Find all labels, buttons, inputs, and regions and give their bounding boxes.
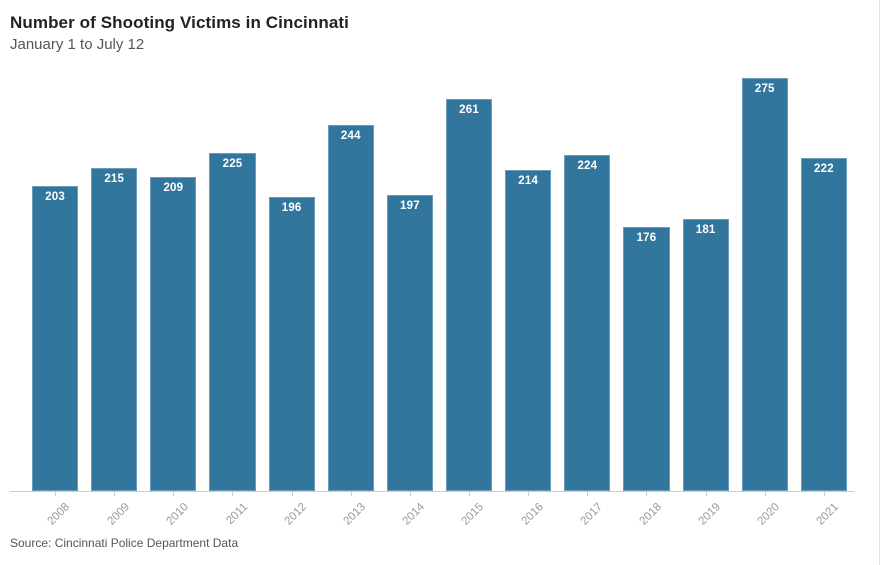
tick-mark (114, 492, 116, 496)
bar-cell-2014: 197 (386, 78, 433, 491)
tick-cell-2019: 2019 (683, 492, 729, 538)
x-tick-label: 2014 (400, 501, 428, 528)
bar-cell-2015: 261 (445, 78, 493, 491)
bar-value-label: 225 (222, 158, 243, 171)
x-tick-label: 2008 (45, 501, 73, 528)
x-tick-label: 2009 (105, 501, 132, 528)
bar-cell-2008: 203 (32, 78, 79, 491)
bar-value-label: 209 (163, 182, 184, 195)
tick-mark (232, 492, 234, 496)
x-tick-label: 2015 (459, 501, 487, 528)
chart-title: Number of Shooting Victims in Cincinnati (10, 13, 349, 32)
x-tick-label: 2013 (341, 501, 369, 528)
tick-mark (55, 492, 57, 496)
bar-2013: 244 (327, 124, 374, 491)
chart-subtitle: January 1 to July 12 (10, 36, 145, 53)
bar-chart-plot-area: 203 215 209 225 196 244 197 261 214 224 176 181 275 2… (32, 78, 847, 491)
tick-cell-2021: 2021 (801, 492, 847, 538)
tick-cell-2013: 2013 (328, 492, 374, 538)
tick-mark (469, 492, 471, 496)
bar-2017: 224 (564, 154, 611, 491)
bar-2009: 215 (91, 168, 138, 491)
bar-value-label: 197 (400, 200, 420, 213)
bar-value-label: 214 (518, 174, 539, 187)
x-tick-label: 2011 (224, 501, 250, 527)
tick-cell-2014: 2014 (387, 492, 433, 538)
bar-value-label: 224 (577, 159, 598, 172)
tick-mark (409, 492, 411, 496)
bar-value-label: 215 (104, 173, 125, 186)
bar-value-label: 203 (45, 191, 65, 204)
bar-cell-2011: 225 (209, 78, 256, 491)
x-tick-label: 2017 (578, 501, 605, 528)
tick-cell-2017: 2017 (564, 492, 610, 538)
tick-mark (823, 492, 825, 496)
tick-mark (587, 492, 589, 496)
bar-cell-2016: 214 (505, 78, 552, 491)
bar-2016: 214 (505, 169, 552, 491)
bar-2015: 261 (445, 99, 493, 491)
tick-cell-2018: 2018 (623, 492, 669, 538)
bar-2008: 203 (32, 186, 79, 491)
bar-cell-2009: 215 (91, 78, 138, 491)
tick-cell-2010: 2010 (150, 492, 196, 538)
bar-value-label: 176 (636, 231, 657, 244)
x-tick-label: 2016 (519, 501, 546, 528)
bar-2011: 225 (209, 153, 256, 491)
bar-cell-2018: 176 (623, 78, 670, 491)
bar-2019: 181 (682, 219, 729, 491)
bar-cell-2021: 222 (800, 78, 847, 491)
bar-cell-2019: 181 (682, 78, 729, 491)
bar-value-label: 222 (814, 162, 834, 175)
bar-2012: 196 (268, 196, 315, 491)
bar-2010: 209 (150, 177, 197, 491)
tick-cell-2020: 2020 (742, 492, 788, 538)
x-tick-label: 2012 (282, 501, 310, 528)
bar-cell-2020: 275 (741, 78, 788, 491)
tick-cell-2012: 2012 (269, 492, 315, 538)
tick-mark (646, 492, 648, 496)
tick-mark (173, 492, 175, 496)
tick-mark (291, 492, 293, 496)
bar-cell-2013: 244 (327, 78, 374, 491)
x-axis-line (10, 491, 854, 492)
x-tick-label: 2018 (637, 501, 664, 528)
bar-value-label: 261 (459, 104, 479, 117)
source-note: Source: Cincinnati Police Department Dat… (10, 536, 239, 550)
bar-2021: 222 (800, 157, 847, 491)
bar-cell-2012: 196 (268, 78, 315, 491)
bar-2018: 176 (623, 226, 670, 491)
bar-2020: 275 (741, 78, 788, 491)
x-tick-label: 2019 (696, 501, 724, 528)
bar-value-label: 196 (281, 201, 302, 214)
chart-header: Number of Shooting Victims in Cincinnati… (10, 13, 349, 53)
tick-cell-2015: 2015 (446, 492, 492, 538)
bar-value-label: 244 (340, 129, 361, 142)
tick-mark (350, 492, 352, 496)
x-axis-ticks: 2008 2009 2010 2011 2012 2013 2014 2015 2016 2017… (32, 492, 847, 538)
tick-mark (528, 492, 530, 496)
x-tick-label: 2021 (814, 501, 842, 528)
tick-cell-2009: 2009 (91, 492, 137, 538)
bar-value-label: 275 (754, 83, 775, 95)
bar-2014: 197 (386, 195, 433, 491)
tick-mark (764, 492, 766, 496)
tick-cell-2008: 2008 (32, 492, 78, 538)
tick-cell-2016: 2016 (505, 492, 551, 538)
bar-value-label: 181 (695, 224, 716, 237)
x-tick-label: 2020 (755, 501, 783, 528)
tick-cell-2011: 2011 (209, 492, 255, 538)
bar-cell-2010: 209 (150, 78, 197, 491)
bar-cell-2017: 224 (564, 78, 611, 491)
tick-mark (705, 492, 707, 496)
x-tick-label: 2010 (164, 501, 191, 528)
